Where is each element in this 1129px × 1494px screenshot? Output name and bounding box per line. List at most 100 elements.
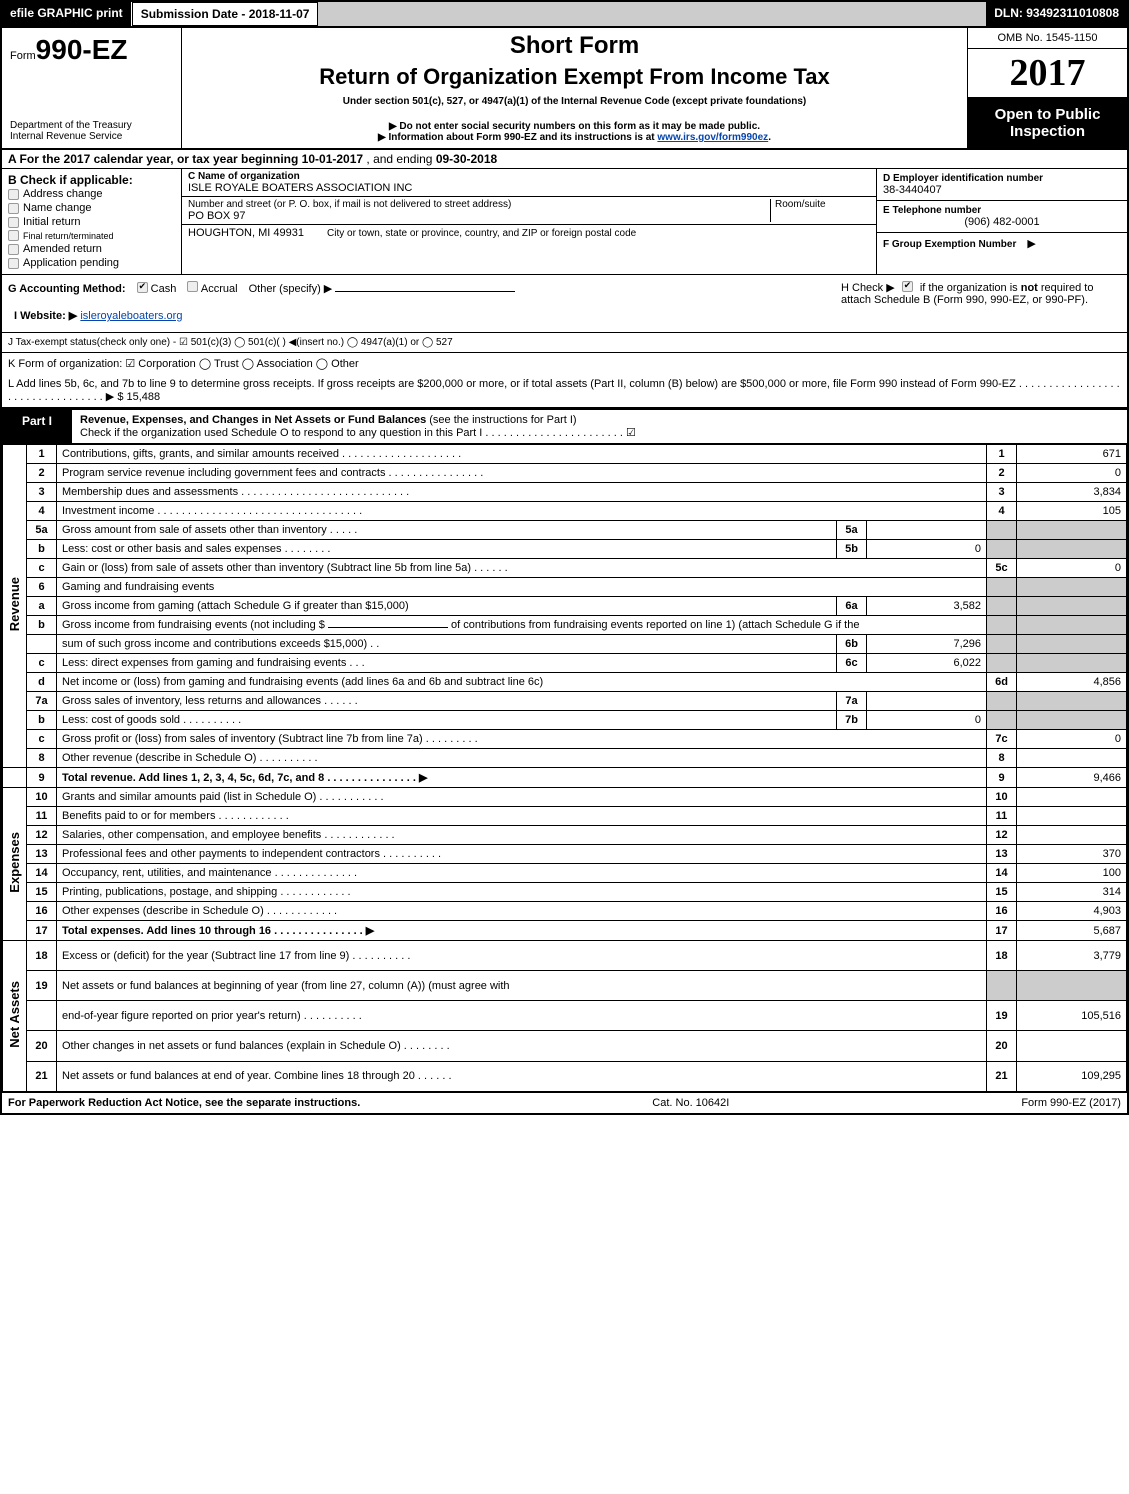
line-6-numshade: [987, 578, 1017, 597]
line-14-n: 14: [27, 864, 57, 883]
omb-number: OMB No. 1545-1150: [968, 28, 1127, 49]
line-6-n: 6: [27, 578, 57, 597]
part-1-label: Part I: [2, 410, 72, 443]
line-7a-desc: Gross sales of inventory, less returns a…: [57, 692, 837, 711]
line-4-val: 105: [1017, 502, 1127, 521]
line-4-n: 4: [27, 502, 57, 521]
line-6b-numshade: [987, 616, 1017, 635]
return-title: Return of Organization Exempt From Incom…: [190, 64, 959, 90]
line-8-n: 8: [27, 749, 57, 768]
line-d-label: D Employer identification number: [883, 173, 1121, 184]
line-12-desc: Salaries, other compensation, and employ…: [57, 826, 987, 845]
line-19-numshade: [987, 971, 1017, 1001]
line-13-val: 370: [1017, 845, 1127, 864]
line-5b-sub: 5b: [837, 540, 867, 559]
form-prefix: Form: [10, 50, 36, 62]
phone-value: (906) 482-0001: [883, 216, 1121, 228]
check-application-pending[interactable]: [8, 258, 19, 269]
line-11-val: [1017, 807, 1127, 826]
line-f-arrow: ▶: [1027, 238, 1035, 250]
expenses-sidebar: Expenses: [3, 788, 27, 941]
efile-print-button[interactable]: efile GRAPHIC print: [2, 2, 132, 26]
top-bar: efile GRAPHIC print Submission Date - 20…: [2, 2, 1127, 28]
line-9-n: 9: [27, 768, 57, 788]
line-13-desc: Professional fees and other payments to …: [57, 845, 987, 864]
addr-label: Number and street (or P. O. box, if mail…: [188, 199, 770, 210]
line-1-n: 1: [27, 445, 57, 464]
line-18-num: 18: [987, 941, 1017, 971]
line-19-val: 105,516: [1017, 1001, 1127, 1031]
check-initial-return[interactable]: [8, 217, 19, 228]
line-6d-desc: Net income or (loss) from gaming and fun…: [57, 673, 987, 692]
irs-link[interactable]: www.irs.gov/form990ez: [657, 132, 768, 143]
line-14-desc: Occupancy, rent, utilities, and maintena…: [57, 864, 987, 883]
title-right: OMB No. 1545-1150 2017 Open to Public In…: [967, 28, 1127, 148]
line-7c-desc: Gross profit or (loss) from sales of inv…: [57, 730, 987, 749]
check-amended-return[interactable]: [8, 244, 19, 255]
check-h[interactable]: [902, 281, 913, 292]
dept-treasury: Department of the Treasury: [10, 120, 173, 131]
line-e-label: E Telephone number: [883, 205, 1121, 216]
line-11-desc: Benefits paid to or for members . . . . …: [57, 807, 987, 826]
line-g-h-row: G Accounting Method: Cash Accrual Other …: [2, 275, 1127, 333]
line-6b-desc: Gross income from fundraising events (no…: [57, 616, 987, 635]
line-16-val: 4,903: [1017, 902, 1127, 921]
line-c-label: C Name of organization: [188, 171, 870, 182]
line-20-desc: Other changes in net assets or fund bala…: [57, 1031, 987, 1061]
part-1-sub: (see the instructions for Part I): [429, 414, 576, 426]
website-link[interactable]: isleroyaleboaters.org: [80, 310, 182, 322]
check-cash[interactable]: [137, 282, 148, 293]
line-10-num: 10: [987, 788, 1017, 807]
line-7b-valshade: [1017, 711, 1127, 730]
line-9-desc: Total revenue. Add lines 1, 2, 3, 4, 5c,…: [57, 768, 987, 788]
line-h-text1: if the organization is: [920, 282, 1021, 294]
line-5b-subval: 0: [867, 540, 987, 559]
dln: DLN: 93492311010808: [986, 2, 1127, 26]
line-6c-desc: Less: direct expenses from gaming and fu…: [57, 654, 837, 673]
line-6a-numshade: [987, 597, 1017, 616]
opt-application-pending: Application pending: [23, 257, 119, 269]
cat-number: Cat. No. 10642I: [652, 1097, 729, 1109]
line-21-val: 109,295: [1017, 1061, 1127, 1091]
line-6a-subval: 3,582: [867, 597, 987, 616]
submission-date: Submission Date - 2018-11-07: [132, 2, 319, 26]
line-17-desc: Total expenses. Add lines 10 through 16 …: [57, 921, 987, 941]
opt-amended-return: Amended return: [23, 243, 102, 255]
form-990ez-label: 990-EZ: [36, 34, 128, 65]
line-7a-subval: [867, 692, 987, 711]
line-16-n: 16: [27, 902, 57, 921]
line-17-val: 5,687: [1017, 921, 1127, 941]
line-7b-numshade: [987, 711, 1017, 730]
line-5c-num: 5c: [987, 559, 1017, 578]
line-6c-sub: 6c: [837, 654, 867, 673]
line-6b2-desc: sum of such gross income and contributio…: [57, 635, 837, 654]
line-21-desc: Net assets or fund balances at end of ye…: [57, 1061, 987, 1091]
line-14-val: 100: [1017, 864, 1127, 883]
check-final-return[interactable]: [8, 230, 19, 241]
line-2-desc: Program service revenue including govern…: [57, 464, 987, 483]
line-5a-subval: [867, 521, 987, 540]
netassets-sidebar: Net Assets: [3, 941, 27, 1092]
info-box: B Check if applicable: Address change Na…: [2, 169, 1127, 275]
line-2-val: 0: [1017, 464, 1127, 483]
line-7b-n: b: [27, 711, 57, 730]
open-to-public: Open to Public Inspection: [968, 98, 1127, 148]
line-19-valshade: [1017, 971, 1127, 1001]
check-accrual[interactable]: [187, 281, 198, 292]
line-19-desc2: end-of-year figure reported on prior yea…: [57, 1001, 987, 1031]
line-5c-val: 0: [1017, 559, 1127, 578]
opt-initial-return: Initial return: [23, 216, 80, 228]
line-5a-n: 5a: [27, 521, 57, 540]
line-6b2-n: [27, 635, 57, 654]
check-name-change[interactable]: [8, 203, 19, 214]
check-address-change[interactable]: [8, 189, 19, 200]
opt-final-return: Final return/terminated: [23, 231, 114, 241]
line-6a-valshade: [1017, 597, 1127, 616]
line-b-box: B Check if applicable: Address change Na…: [2, 169, 182, 274]
revenue-sidebar-end: [3, 768, 27, 788]
line-i-label: I Website: ▶: [14, 310, 77, 322]
line-10-val: [1017, 788, 1127, 807]
line-6c-valshade: [1017, 654, 1127, 673]
line-k: K Form of organization: ☑ Corporation ◯ …: [2, 353, 1127, 374]
line-4-num: 4: [987, 502, 1017, 521]
